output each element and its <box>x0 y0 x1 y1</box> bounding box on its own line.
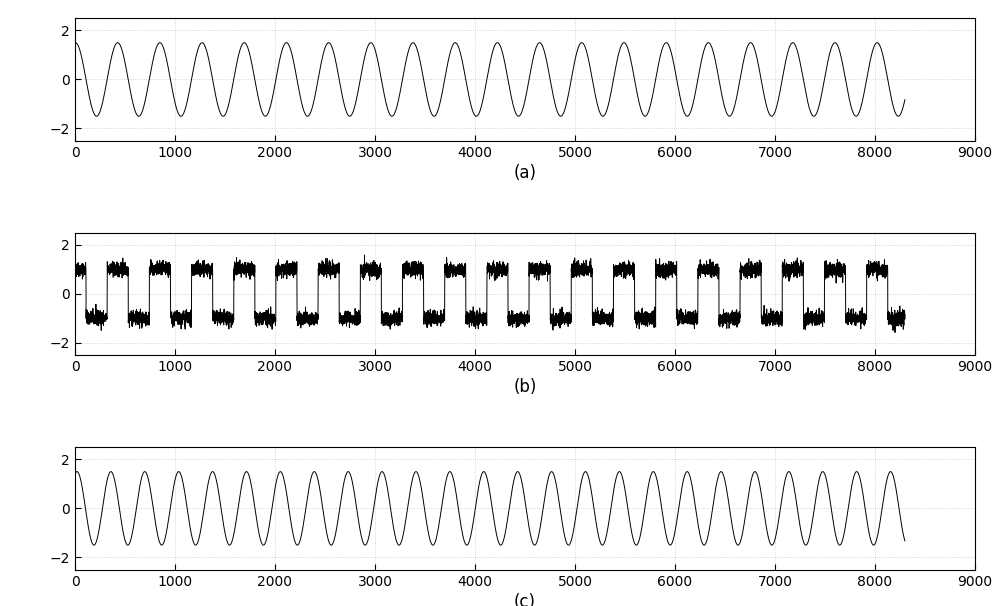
X-axis label: (a): (a) <box>514 164 536 182</box>
X-axis label: (c): (c) <box>514 593 536 606</box>
X-axis label: (b): (b) <box>513 378 537 396</box>
